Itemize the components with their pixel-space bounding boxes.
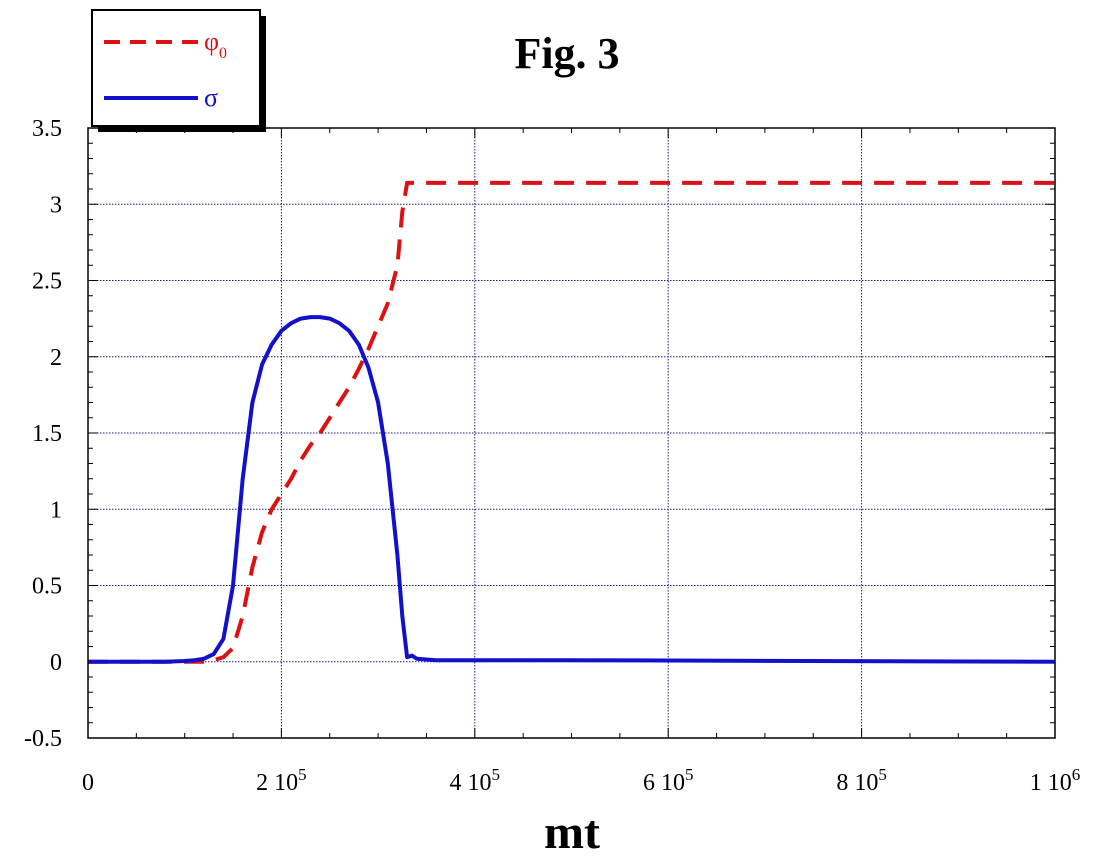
x-axis-label: mt — [544, 806, 600, 857]
grid-lines — [88, 128, 1055, 738]
x-tick-label: 6 105 — [643, 765, 694, 796]
chart-title: Fig. 3 — [514, 29, 619, 78]
x-tick-label: 4 105 — [450, 765, 501, 796]
legend-label: φ0 — [204, 27, 227, 62]
plot-frame — [87, 127, 1056, 739]
series-line-phi0 — [88, 180, 1055, 664]
x-tick-label: 2 105 — [256, 765, 307, 796]
y-tick-label: 3 — [50, 192, 62, 218]
x-tick-label: 0 — [82, 770, 94, 796]
y-tick-label: -0.5 — [24, 726, 62, 752]
y-tick-label: 2.5 — [32, 269, 62, 295]
y-tick-label: 1 — [50, 497, 62, 523]
legend: φ0 σ — [91, 9, 266, 132]
y-tick-label: 0.5 — [32, 574, 62, 600]
series-line-sigma — [88, 315, 1056, 664]
y-tick-label: 2 — [50, 345, 62, 371]
x-tick-label: 1 106 — [1030, 765, 1081, 796]
legend-box — [91, 9, 261, 127]
legend-label: σ — [204, 83, 218, 112]
x-tick-label: 8 105 — [836, 765, 887, 796]
series-layer — [88, 180, 1056, 664]
y-tick-label: 3.5 — [32, 116, 62, 142]
x-tick-labels: 0 2 105 4 105 6 105 8 105 1 106 — [82, 765, 1080, 796]
y-tick-label: 1.5 — [32, 421, 62, 447]
y-tick-label: 0 — [50, 650, 62, 676]
y-tick-labels: -0.5 0 0.5 1 1.5 2 2.5 3 3.5 — [24, 116, 62, 752]
